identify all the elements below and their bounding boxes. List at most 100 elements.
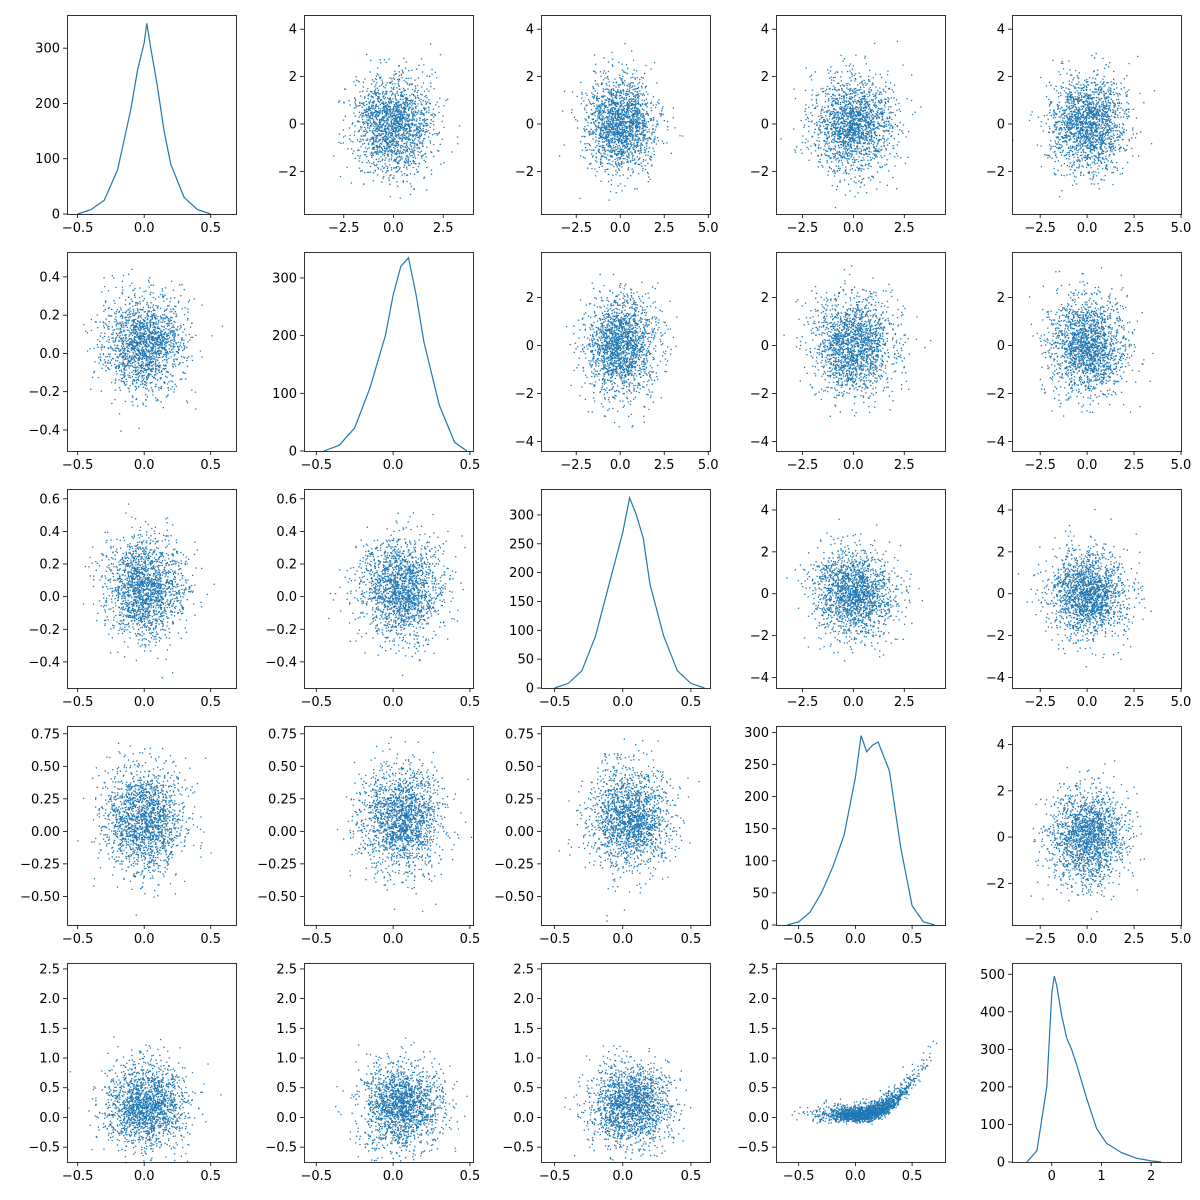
- scatter-point: [430, 44, 431, 45]
- scatter-point: [612, 161, 613, 162]
- scatter-point: [649, 147, 650, 148]
- scatter-point: [584, 143, 585, 144]
- scatter-point: [621, 105, 622, 106]
- scatter-point: [603, 79, 604, 80]
- scatter-point: [618, 62, 619, 63]
- scatter-point: [387, 139, 388, 140]
- scatter-point: [403, 134, 404, 135]
- scatter-point: [363, 139, 364, 140]
- scatter-point: [372, 131, 373, 132]
- scatter-point: [424, 108, 425, 109]
- scatter-point: [380, 131, 381, 132]
- scatter-point: [603, 88, 604, 89]
- scatter-point: [393, 151, 394, 152]
- scatter-point: [393, 178, 394, 179]
- scatter-point: [378, 106, 379, 107]
- scatter-point: [396, 87, 397, 88]
- scatter-point: [417, 129, 418, 130]
- scatter-point: [389, 133, 390, 134]
- scatter-point: [373, 138, 374, 139]
- scatter-point: [618, 142, 619, 143]
- scatter-point: [378, 161, 379, 162]
- scatter-point: [401, 152, 402, 153]
- scatter-point: [609, 99, 610, 100]
- scatter-point: [420, 94, 421, 95]
- scatter-point: [403, 152, 404, 153]
- scatter-point: [614, 113, 615, 114]
- scatter-point: [421, 135, 422, 136]
- scatter-point: [597, 96, 598, 97]
- scatter-point: [594, 96, 595, 97]
- scatter-point: [414, 103, 415, 104]
- scatter-point: [429, 103, 430, 104]
- scatter-point: [636, 92, 637, 93]
- scatter-point: [608, 129, 609, 130]
- scatter-point: [623, 98, 624, 99]
- scatter-point: [635, 135, 636, 136]
- scatter-point: [370, 71, 371, 72]
- scatter-point: [873, 77, 874, 78]
- scatter-point: [368, 106, 369, 107]
- scatter-point: [593, 88, 594, 89]
- scatter-point: [652, 128, 653, 129]
- scatter-point: [425, 101, 426, 102]
- scatter-point: [599, 114, 600, 115]
- scatter-point: [624, 126, 625, 127]
- scatter-point: [597, 118, 598, 119]
- scatter-point: [404, 114, 405, 115]
- scatter-point: [416, 144, 417, 145]
- scatter-point: [371, 111, 372, 112]
- scatter-point: [912, 114, 913, 115]
- scatter-point: [411, 149, 412, 150]
- scatter-point: [642, 145, 643, 146]
- scatter-point: [363, 113, 364, 114]
- scatter-point: [635, 150, 636, 151]
- scatter-point: [435, 72, 436, 73]
- scatter-point: [396, 100, 397, 101]
- scatter-point: [394, 79, 395, 80]
- scatter-point: [660, 115, 661, 116]
- scatter-point: [644, 95, 645, 96]
- scatter-point: [640, 151, 641, 152]
- scatter-point: [382, 154, 383, 155]
- scatter-point: [361, 135, 362, 136]
- scatter-point: [375, 151, 376, 152]
- scatter-point: [436, 77, 437, 78]
- scatter-point: [795, 98, 796, 99]
- scatter-point: [816, 122, 817, 123]
- scatter-point: [619, 170, 620, 171]
- scatter-point: [424, 122, 425, 123]
- scatter-point: [403, 88, 404, 89]
- scatter-point: [376, 111, 377, 112]
- scatter-point: [635, 139, 636, 140]
- scatter-point: [605, 117, 606, 118]
- scatter-point: [587, 168, 588, 169]
- scatter-point: [640, 116, 641, 117]
- scatter-point: [615, 159, 616, 160]
- scatter-point: [397, 134, 398, 135]
- scatter-point: [654, 62, 655, 63]
- scatter-point: [645, 129, 646, 130]
- scatter-point: [388, 125, 389, 126]
- scatter-point: [638, 87, 639, 88]
- scatter-point: [647, 140, 648, 141]
- scatter-point: [626, 64, 627, 65]
- y-tick-label: 100: [35, 152, 60, 167]
- scatter-point: [644, 73, 645, 74]
- scatter-point: [389, 77, 390, 78]
- scatter-point: [596, 161, 597, 162]
- scatter-point: [367, 109, 368, 110]
- scatter-point: [419, 133, 420, 134]
- scatter-point: [398, 130, 399, 131]
- scatter-point: [637, 112, 638, 113]
- scatter-point: [415, 135, 416, 136]
- scatter-point: [605, 140, 606, 141]
- scatter-point: [647, 102, 648, 103]
- scatter-point: [405, 81, 406, 82]
- scatter-point: [386, 136, 387, 137]
- scatter-point: [885, 125, 886, 126]
- scatter-point: [639, 109, 640, 110]
- scatter-point: [609, 94, 610, 95]
- scatter-point: [369, 128, 370, 129]
- scatter-point: [371, 157, 372, 158]
